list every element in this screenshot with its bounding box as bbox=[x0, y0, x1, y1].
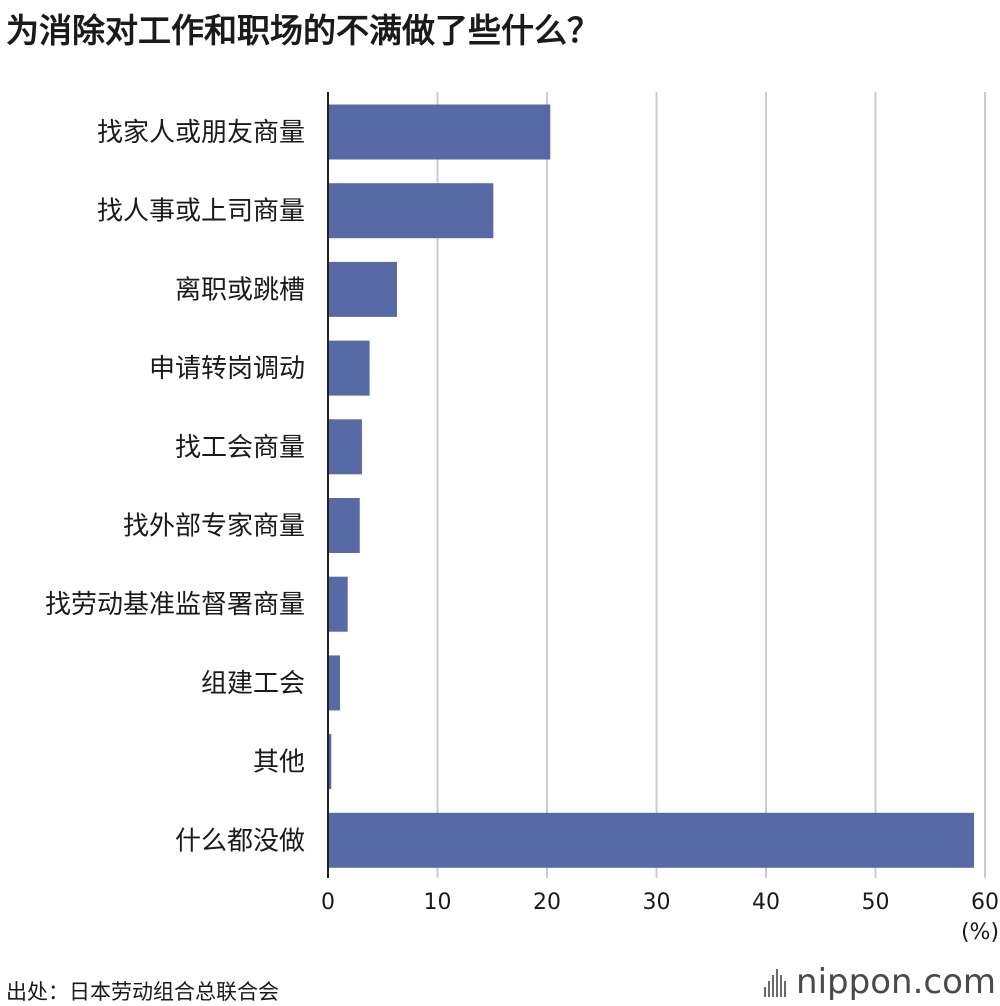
x-tick-label: 60 bbox=[971, 890, 999, 915]
source-note: 出处：日本劳动组合总联合会 bbox=[6, 980, 279, 1004]
category-label: 组建工会 bbox=[201, 669, 305, 699]
x-tick-label: 50 bbox=[862, 890, 890, 915]
brand-logo: nippon. com bbox=[764, 962, 996, 1002]
x-tick-labels: 0 10 20 30 40 50 60 bbox=[321, 890, 999, 915]
category-label: 离职或跳槽 bbox=[175, 275, 305, 305]
bar bbox=[328, 655, 341, 711]
category-label: 找家人或朋友商量 bbox=[97, 118, 305, 148]
chart-title: 为消除对工作和职场的不满做了些什么？ bbox=[6, 11, 600, 50]
category-labels: 找家人或朋友商量找人事或上司商量离职或跳槽申请转岗调动找工会商量找外部专家商量找… bbox=[45, 118, 305, 856]
bar bbox=[328, 498, 360, 553]
category-label: 找工会商量 bbox=[175, 433, 305, 463]
x-tick-label: 0 bbox=[321, 890, 335, 915]
category-label: 找人事或上司商量 bbox=[97, 197, 305, 227]
category-label: 其他 bbox=[253, 748, 305, 778]
brand-tld: com bbox=[923, 962, 996, 1002]
bar bbox=[328, 340, 370, 396]
bar bbox=[328, 576, 348, 632]
brand-name: nippon bbox=[796, 962, 913, 1002]
brand-dot: . bbox=[912, 962, 924, 1002]
bar bbox=[328, 812, 975, 868]
nippon-logo-icon bbox=[764, 967, 788, 997]
x-tick-label: 20 bbox=[533, 890, 561, 915]
category-label: 找劳动基准监督署商量 bbox=[45, 590, 305, 620]
x-tick-label: 10 bbox=[424, 890, 452, 915]
category-label: 什么都没做 bbox=[175, 826, 305, 856]
grid-lines bbox=[436, 92, 986, 878]
x-tick-label: 30 bbox=[643, 890, 671, 915]
bars bbox=[328, 104, 975, 868]
bar bbox=[328, 419, 362, 475]
bar bbox=[328, 261, 397, 317]
x-tick-label: 40 bbox=[752, 890, 780, 915]
category-label: 找外部专家商量 bbox=[123, 512, 305, 542]
category-label: 申请转岗调动 bbox=[149, 354, 305, 384]
bar bbox=[328, 104, 551, 160]
bar bbox=[328, 183, 494, 239]
bar bbox=[328, 734, 332, 790]
x-unit-label: (%) bbox=[961, 920, 999, 945]
